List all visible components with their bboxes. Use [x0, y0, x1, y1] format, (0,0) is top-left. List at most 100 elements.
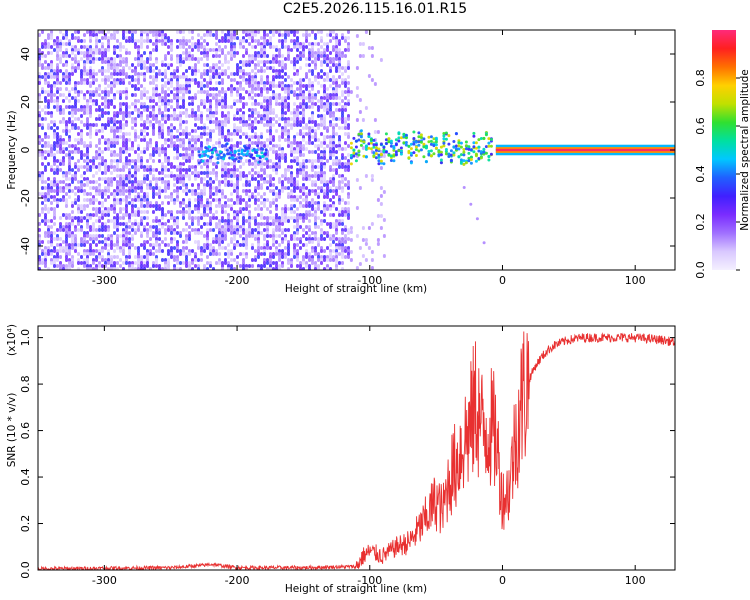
heatmap-cell	[200, 102, 203, 106]
heatmap-cell	[212, 148, 216, 151]
heatmap-cell	[349, 238, 353, 242]
heatmap-cell	[41, 210, 44, 214]
heatmap-cell	[281, 117, 284, 121]
heatmap-cell	[269, 204, 272, 208]
heatmap-cell	[209, 99, 212, 103]
heatmap-cell	[254, 87, 257, 91]
heatmap-cell	[197, 161, 201, 165]
heatmap-cell	[338, 201, 341, 205]
heatmap-cell	[251, 78, 254, 82]
heatmap-cell	[326, 60, 329, 64]
heatmap-cell	[89, 51, 92, 55]
heatmap-cell	[80, 51, 83, 55]
heatmap-cell	[155, 117, 158, 121]
heatmap-cell	[218, 204, 221, 208]
heatmap-cell	[311, 69, 314, 73]
heatmap-cell	[272, 96, 275, 100]
heatmap-cell	[83, 108, 86, 112]
heatmap-cell	[119, 102, 122, 106]
heatmap-cell	[119, 192, 122, 196]
heatmap-cell	[230, 240, 233, 244]
heatmap-cell	[266, 207, 269, 211]
heatmap-cell	[281, 189, 284, 193]
heatmap-cell	[77, 150, 80, 154]
heatmap-cell	[320, 60, 323, 64]
heatmap-cell	[215, 81, 218, 85]
heatmap-cell	[104, 87, 107, 91]
heatmap-cell	[272, 261, 275, 265]
heatmap-cell	[218, 144, 221, 148]
heatmap-cell	[323, 237, 326, 241]
heatmap-cell	[152, 42, 155, 46]
heatmap-cell	[308, 258, 311, 262]
heatmap-cell	[146, 105, 149, 109]
heatmap-cell	[59, 120, 62, 124]
heatmap-cell	[302, 192, 305, 196]
heatmap-cell	[293, 219, 296, 223]
heatmap-cell	[68, 195, 71, 199]
heatmap-cell	[382, 190, 386, 194]
heatmap-cell	[254, 45, 257, 49]
heatmap-cell	[56, 81, 59, 85]
heatmap-cell	[119, 201, 122, 205]
heatmap-cell	[140, 234, 143, 238]
heatmap-cell	[146, 177, 149, 181]
heatmap-cell	[149, 237, 152, 241]
heatmap-cell	[197, 60, 200, 64]
heatmap-cell	[242, 207, 245, 211]
heatmap-cell	[227, 198, 230, 202]
heatmap-cell	[239, 201, 242, 205]
heatmap-cell	[278, 69, 281, 73]
heatmap-cell	[251, 33, 254, 37]
heatmap-cell	[308, 69, 311, 73]
heatmap-cell	[263, 204, 266, 208]
heatmap-cell	[248, 204, 251, 208]
heatmap-cell	[164, 159, 167, 163]
heatmap-cell	[287, 228, 290, 232]
heatmap-cell	[56, 66, 59, 70]
heatmap-cell	[101, 102, 104, 106]
heatmap-cell	[409, 161, 413, 165]
heatmap-cell	[281, 42, 284, 46]
heatmap-cell	[197, 114, 200, 118]
heatmap-cell	[284, 228, 287, 232]
heatmap-cell	[264, 148, 268, 152]
heatmap-cell	[212, 171, 215, 175]
heatmap-cell	[200, 252, 203, 256]
heatmap-cell	[266, 33, 269, 37]
heatmap-cell	[251, 36, 254, 40]
heatmap-cell	[176, 261, 179, 265]
heatmap-cell	[77, 66, 80, 70]
heatmap-cell	[227, 117, 230, 121]
heatmap-cell	[206, 246, 209, 250]
heatmap-cell	[299, 123, 302, 127]
heatmap-cell	[215, 51, 218, 55]
heatmap-cell	[68, 99, 71, 103]
heatmap-cell	[71, 144, 74, 148]
heatmap-cell	[56, 48, 59, 52]
heatmap-cell	[242, 36, 245, 40]
heatmap-cell	[128, 114, 131, 118]
heatmap-cell	[326, 144, 329, 148]
heatmap-cell	[266, 105, 269, 109]
heatmap-cell	[284, 90, 287, 94]
heatmap-cell	[215, 165, 218, 169]
heatmap-cell	[104, 147, 107, 151]
heatmap-cell	[62, 129, 65, 133]
heatmap-cell	[302, 228, 305, 232]
heatmap-cell	[164, 195, 167, 199]
heatmap-cell	[143, 228, 146, 232]
heatmap-cell	[263, 45, 266, 49]
heatmap-cell	[252, 147, 256, 151]
heatmap-cell	[167, 39, 170, 43]
heatmap-cell	[233, 36, 236, 40]
heatmap-cell	[53, 84, 56, 88]
heatmap-cell	[347, 144, 350, 148]
heatmap-cell	[266, 123, 269, 127]
heatmap-cell	[317, 114, 320, 118]
heatmap-cell	[275, 240, 278, 244]
heatmap-cell	[98, 39, 101, 43]
heatmap-cell	[332, 213, 335, 217]
heatmap-cell	[215, 177, 218, 181]
heatmap-cell	[104, 192, 107, 196]
